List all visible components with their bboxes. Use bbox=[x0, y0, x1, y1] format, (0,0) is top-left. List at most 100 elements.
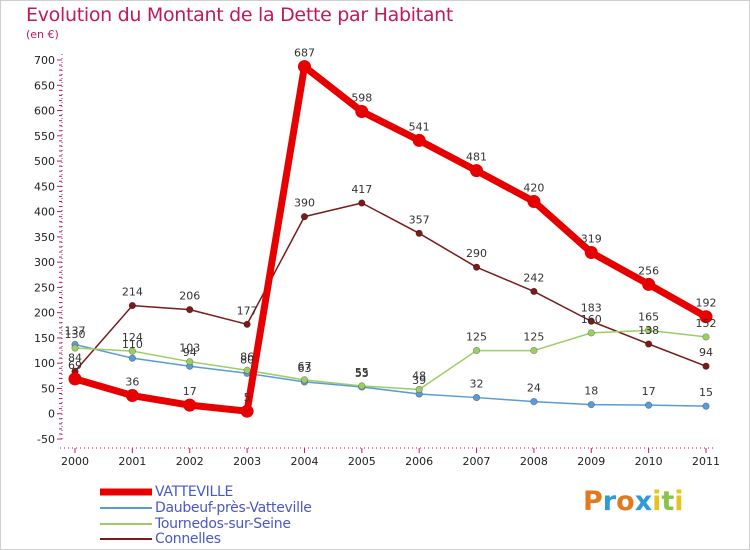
data-label: 69 bbox=[68, 359, 82, 372]
legend-label: Connelles bbox=[155, 531, 221, 547]
data-label: 80 bbox=[240, 353, 254, 366]
legend-label: Tournedos-sur-Seine bbox=[155, 516, 291, 532]
y-tick-label: 700 bbox=[34, 54, 55, 67]
series-layer bbox=[68, 60, 713, 418]
y-tick-label: 650 bbox=[34, 79, 55, 92]
data-label: 420 bbox=[523, 181, 544, 194]
legend-label: Daubeuf-près-Vatteville bbox=[155, 500, 312, 516]
data-label: 53 bbox=[355, 367, 369, 380]
y-tick-label: 400 bbox=[34, 206, 55, 219]
data-point bbox=[472, 393, 481, 402]
legend-swatch bbox=[100, 488, 152, 496]
data-label: 183 bbox=[581, 301, 602, 314]
data-point bbox=[243, 320, 251, 328]
data-point bbox=[587, 329, 595, 337]
y-tick-label: 550 bbox=[34, 130, 55, 143]
data-label: 17 bbox=[183, 385, 197, 398]
series-line bbox=[71, 63, 710, 415]
x-tick-label: 2005 bbox=[348, 455, 376, 468]
data-point bbox=[702, 402, 710, 410]
series-line bbox=[74, 329, 707, 391]
data-label: 160 bbox=[581, 313, 602, 326]
data-label: 24 bbox=[527, 382, 541, 395]
data-label: 94 bbox=[183, 346, 197, 359]
data-label: 67 bbox=[297, 360, 311, 373]
data-label: 125 bbox=[466, 331, 487, 344]
data-label: 36 bbox=[125, 376, 139, 389]
x-tick-label: 2009 bbox=[577, 455, 605, 468]
data-label: 130 bbox=[65, 328, 86, 341]
data-label: 290 bbox=[466, 247, 487, 260]
data-point bbox=[472, 263, 481, 271]
data-label: 125 bbox=[523, 331, 544, 344]
data-label: 152 bbox=[696, 317, 717, 330]
data-label: 541 bbox=[409, 120, 430, 133]
data-label: 15 bbox=[699, 386, 713, 399]
x-tick-label: 2008 bbox=[520, 455, 548, 468]
brand-letter: P bbox=[583, 486, 603, 517]
series-vatteville bbox=[68, 60, 713, 418]
data-point bbox=[186, 306, 194, 314]
data-point bbox=[186, 358, 194, 366]
y-tick-label: 600 bbox=[34, 105, 55, 118]
data-label: 5 bbox=[244, 391, 251, 404]
x-tick-label: 2001 bbox=[118, 455, 146, 468]
data-point bbox=[243, 366, 251, 374]
chart-title: Evolution du Montant de la Dette par Hab… bbox=[26, 4, 454, 26]
data-point bbox=[358, 199, 366, 207]
data-point bbox=[702, 362, 710, 370]
data-point bbox=[584, 246, 598, 260]
data-label: 481 bbox=[466, 151, 487, 164]
data-point bbox=[125, 389, 139, 403]
x-tick-label: 2006 bbox=[405, 455, 433, 468]
data-point bbox=[355, 105, 369, 119]
y-tick-label: 500 bbox=[34, 155, 55, 168]
data-labels-layer: 84 214 206 177 390 417 357 290 242 183 138 94 137 110… bbox=[65, 47, 717, 405]
data-label: 417 bbox=[351, 183, 372, 196]
y-tick-label: 450 bbox=[34, 180, 55, 193]
x-tick-label: 2003 bbox=[233, 455, 261, 468]
y-tick-label: 350 bbox=[34, 231, 55, 244]
y-tick-label: 200 bbox=[34, 307, 55, 320]
data-label: 192 bbox=[696, 297, 717, 310]
series-connelles bbox=[71, 199, 710, 375]
legend-swatch bbox=[100, 507, 152, 509]
data-point bbox=[645, 401, 653, 409]
series-line bbox=[74, 202, 707, 373]
chart-axes: -50 0 50 100 150 200 250 300 350 400 450 500 550 600 6… bbox=[34, 54, 720, 468]
data-point bbox=[297, 60, 311, 74]
data-point bbox=[472, 346, 481, 355]
legend-swatch bbox=[100, 523, 152, 525]
data-point bbox=[128, 347, 136, 355]
data-point bbox=[702, 333, 710, 341]
data-label: 138 bbox=[638, 324, 659, 337]
data-label: 137 bbox=[65, 325, 86, 338]
series-tournedos-sur-seine bbox=[71, 326, 710, 394]
data-label: 687 bbox=[294, 47, 315, 60]
data-label: 18 bbox=[584, 385, 598, 398]
data-label: 214 bbox=[122, 286, 143, 299]
data-label: 55 bbox=[355, 366, 369, 379]
data-label: 110 bbox=[122, 338, 143, 351]
data-label: 32 bbox=[470, 378, 484, 391]
data-label: 206 bbox=[179, 290, 200, 303]
y-tick-label: 50 bbox=[41, 382, 55, 395]
data-point bbox=[412, 133, 426, 147]
y-tick-label: 100 bbox=[34, 357, 55, 370]
x-tick-label: 2007 bbox=[463, 455, 491, 468]
data-point bbox=[300, 376, 309, 384]
data-point bbox=[642, 277, 656, 291]
data-point bbox=[470, 164, 484, 178]
y-tick-label: 0 bbox=[48, 408, 55, 421]
data-label: 390 bbox=[294, 197, 315, 210]
data-point bbox=[527, 194, 541, 208]
brand-letter: r bbox=[602, 486, 617, 517]
data-point bbox=[68, 372, 82, 386]
x-tick-label: 2010 bbox=[635, 455, 663, 468]
data-label: 48 bbox=[412, 369, 426, 382]
y-tick-label: -50 bbox=[37, 433, 55, 446]
brand-letter: i bbox=[652, 486, 662, 517]
brand-letter: t bbox=[661, 486, 675, 517]
series-line bbox=[74, 343, 707, 407]
data-label: 39 bbox=[412, 374, 426, 387]
